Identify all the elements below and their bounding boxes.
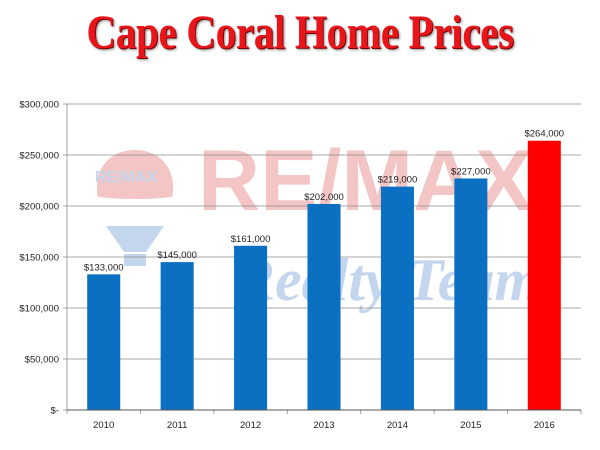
bar-2012 [234,245,268,410]
bar-2015 [454,178,488,410]
bar-2014 [380,186,414,410]
data-labels: $133,000 $145,000 $161,000 $202,000 $219,000… [84,129,564,274]
bars [87,140,561,410]
y-tick-label: $150,000 [19,253,59,264]
bar-2010 [87,274,121,410]
watermark-brand-small: RE/MAX [95,169,158,186]
y-axis: $- $50,000 $100,000 $150,000 $200,000 $250,00… [19,100,68,417]
x-tick-label-2013: 2013 [313,420,334,431]
bar-2016 [527,140,561,410]
data-label-2014: $219,000 [378,175,418,186]
balloon-icon [95,150,175,266]
data-label-2011: $145,000 [157,250,197,261]
x-tick-label-2014: 2014 [387,420,408,431]
y-tick-label: $50,000 [25,355,59,366]
data-label-2013: $202,000 [304,192,344,203]
y-tick-label: $100,000 [19,304,59,315]
data-label-2012: $161,000 [231,234,271,245]
x-axis: 2010 2011 2012 2013 2014 2015 2016 [66,409,582,431]
y-tick-label: $250,000 [19,151,59,162]
x-tick-label-2012: 2012 [240,420,261,431]
data-label-2010: $133,000 [84,262,124,273]
x-tick-label-2011: 2011 [167,420,187,431]
data-label-2016: $264,000 [524,129,564,140]
x-tick-label-2010: 2010 [93,420,114,431]
bar-2013 [307,203,341,410]
y-tick-label: $300,000 [19,100,59,111]
x-tick-label-2015: 2015 [460,420,481,431]
chart-title: Cape Coral Home Prices [86,6,514,59]
x-tick-label-2016: 2016 [534,420,555,431]
bar-2011 [160,262,194,410]
data-label-2015: $227,000 [451,166,491,177]
y-tick-label: $- [51,406,59,417]
y-tick-label: $200,000 [19,202,59,213]
